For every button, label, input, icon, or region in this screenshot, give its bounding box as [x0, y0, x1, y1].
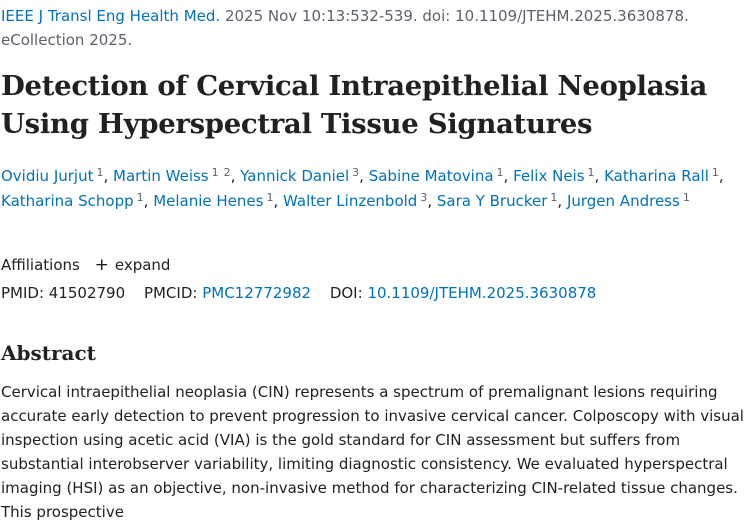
author-link[interactable]: Sabine Matovina: [368, 167, 494, 185]
citation: IEEE J Transl Eng Health Med. 2025 Nov 1…: [1, 4, 689, 52]
author: Felix Neis 1: [513, 167, 594, 185]
affiliation-number[interactable]: 3: [352, 166, 360, 179]
author: Martin Weiss 1 2: [113, 167, 231, 185]
pmid-label: PMID:: [1, 284, 45, 302]
affiliation-number[interactable]: 1: [266, 191, 274, 204]
affiliations-label: Affiliations: [1, 256, 80, 274]
author-link[interactable]: Ovidiu Jurjut: [1, 167, 94, 185]
doi-link[interactable]: 10.1109/JTEHM.2025.3630878: [367, 284, 597, 302]
pmcid-label: PMCID:: [143, 284, 198, 302]
author-affiliation-numbers: 1: [550, 191, 557, 204]
doi-label: DOI:: [329, 284, 363, 302]
author-affiliation-numbers: 1: [96, 166, 103, 179]
author: Melanie Henes 1: [153, 192, 273, 210]
author-affiliation-numbers: 1: [712, 166, 719, 179]
article-title: Detection of Cervical Intraepithelial Ne…: [1, 70, 708, 140]
affiliation-number[interactable]: 1: [682, 191, 690, 204]
affiliations-expand-button[interactable]: + expand: [94, 255, 171, 275]
affiliation-number[interactable]: 2: [223, 166, 231, 179]
author-link[interactable]: Sara Y Brucker: [436, 192, 548, 210]
author-link[interactable]: Jurgen Andress: [566, 192, 680, 210]
author-link[interactable]: Felix Neis: [513, 167, 585, 185]
author: Ovidiu Jurjut 1: [1, 167, 103, 185]
author-affiliation-numbers: 3: [420, 191, 427, 204]
affiliation-number[interactable]: 1: [711, 166, 719, 179]
affiliation-number[interactable]: 1: [550, 191, 558, 204]
author: Katharina Rall 1: [604, 167, 719, 185]
author-affiliation-numbers: 1: [683, 191, 690, 204]
plus-icon: +: [94, 255, 109, 275]
affiliation-number[interactable]: 1: [96, 166, 104, 179]
affiliation-number[interactable]: 1: [496, 166, 504, 179]
pmid-value: 41502790: [48, 284, 126, 302]
author-affiliation-numbers: 1: [497, 166, 504, 179]
article-page: IEEE J Transl Eng Health Med. 2025 Nov 1…: [1, 4, 744, 521]
author-affiliation-numbers: 1: [266, 191, 273, 204]
journal-link[interactable]: IEEE J Transl Eng Health Med.: [1, 7, 221, 25]
abstract-text: Cervical intraepithelial neoplasia (CIN)…: [1, 383, 744, 521]
author: Katharina Schopp 1: [1, 192, 144, 210]
affiliation-number[interactable]: 1: [136, 191, 144, 204]
abstract-heading: Abstract: [1, 341, 96, 365]
affiliation-number[interactable]: 1: [587, 166, 595, 179]
author: Yannick Daniel 3: [240, 167, 359, 185]
author-link[interactable]: Walter Linzenbold: [283, 192, 418, 210]
author-link[interactable]: Katharina Rall: [604, 167, 709, 185]
author-link[interactable]: Yannick Daniel: [240, 167, 350, 185]
author: Sabine Matovina 1: [369, 167, 504, 185]
author-link[interactable]: Melanie Henes: [153, 192, 264, 210]
affiliation-number[interactable]: 3: [420, 191, 428, 204]
citation-details: 2025 Nov 10:13:532-539. doi: 10.1109/JTE…: [224, 7, 689, 25]
author-list: Ovidiu Jurjut 1, Martin Weiss 1 2, Yannick …: [1, 166, 724, 210]
author-affiliation-numbers: 3: [352, 166, 359, 179]
author-affiliation-numbers: 1: [137, 191, 144, 204]
expand-label: expand: [114, 256, 171, 274]
author-link[interactable]: Katharina Schopp: [1, 192, 134, 210]
author-affiliation-numbers: 1: [588, 166, 595, 179]
author: Walter Linzenbold 3: [283, 192, 427, 210]
citation-ecollection: eCollection 2025.: [1, 31, 133, 49]
affiliations: Affiliations + expand: [1, 253, 170, 277]
affiliation-number[interactable]: 1: [211, 166, 219, 179]
identifiers: PMID: 41502790 PMCID: PMC12772982 DOI: 1…: [1, 281, 596, 305]
author-link[interactable]: Martin Weiss: [113, 167, 209, 185]
author: Jurgen Andress 1: [567, 192, 690, 210]
author: Sara Y Brucker 1: [437, 192, 558, 210]
pmcid-link[interactable]: PMC12772982: [202, 284, 312, 302]
